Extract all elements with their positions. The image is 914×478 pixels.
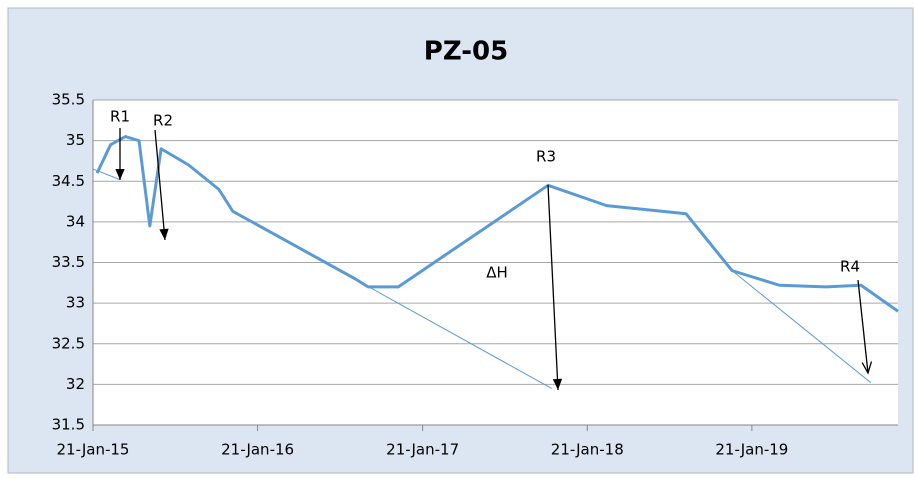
x-tick-label: 21-Jan-16 (221, 441, 294, 459)
annotation-label: R2 (153, 112, 173, 130)
y-tick-label: 35 (66, 131, 85, 149)
series-line (731, 270, 872, 384)
arrow-head (861, 361, 873, 375)
annotation-label: R3 (536, 148, 556, 166)
annotation-label: ΔH (486, 264, 508, 282)
arrow-head (552, 378, 563, 390)
y-tick-label: 31.5 (52, 416, 85, 434)
y-tick-label: 35.5 (52, 91, 85, 109)
y-tick-label: 33 (66, 294, 85, 312)
y-tick-label: 33.5 (52, 253, 85, 271)
x-tick-label: 21-Jan-17 (386, 441, 459, 459)
x-tick-label: 21-Jan-19 (715, 441, 788, 459)
annotation-arrow (547, 184, 559, 391)
y-tick-label: 34 (66, 212, 85, 230)
annotation-arrow (154, 129, 166, 241)
arrow-head (115, 168, 125, 180)
x-tick-label: 21-Jan-15 (57, 441, 130, 459)
y-tick-label: 32.5 (52, 334, 85, 352)
series-line (232, 210, 552, 389)
arrow-head (159, 228, 169, 240)
y-tick-label: 34.5 (52, 172, 85, 190)
annotation-label: R1 (110, 108, 130, 126)
chart-title: PZ-05 (424, 37, 508, 67)
y-tick-label: 32 (66, 375, 85, 393)
annotation-label: R4 (840, 258, 860, 276)
x-tick-label: 21-Jan-18 (551, 441, 624, 459)
annotation-arrow (857, 279, 869, 374)
series-line (92, 168, 121, 181)
